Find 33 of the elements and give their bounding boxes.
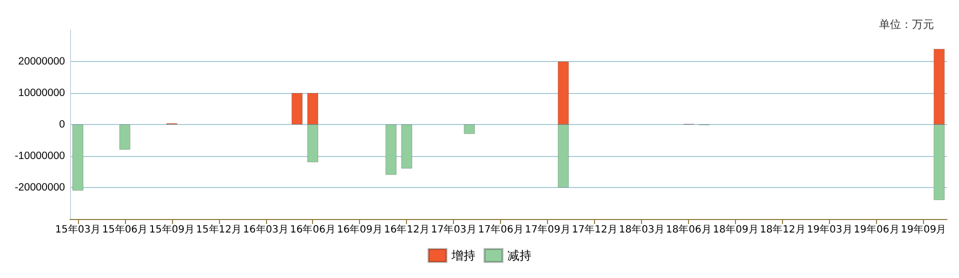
bar <box>464 124 475 134</box>
bar <box>386 124 397 175</box>
y-tick-label: 10000000 <box>18 87 66 99</box>
y-tick-label: 20000000 <box>18 56 66 68</box>
x-tick-label: 19年06月 <box>854 224 900 236</box>
x-tick-label: 16年09月 <box>336 224 382 236</box>
bar <box>72 124 84 191</box>
x-tick-label: 16年03月 <box>243 224 288 236</box>
bar <box>119 124 130 150</box>
bar <box>292 93 303 124</box>
x-tick-label: 18年06月 <box>666 224 712 236</box>
y-tick-label: -20000000 <box>14 182 66 194</box>
x-tick-label: 15年12月 <box>196 224 242 236</box>
x-tick-label: 15年09月 <box>149 224 195 236</box>
x-tick-label: 16年12月 <box>384 224 430 236</box>
x-tick-label: 15年06月 <box>102 224 148 236</box>
x-tick-label: 17年09月 <box>524 224 570 236</box>
y-tick-label: -10000000 <box>14 150 66 162</box>
legend-label: 减持 <box>508 248 532 262</box>
x-tick-label: 17年12月 <box>572 224 618 236</box>
x-tick-label: 18年03月 <box>618 224 664 236</box>
legend-label: 增持 <box>450 248 476 262</box>
x-tick-label: 18年09月 <box>712 224 758 236</box>
y-tick-label: 0 <box>59 118 66 130</box>
x-tick-label: 17年06月 <box>478 224 524 236</box>
annotation: 单位：万元 <box>879 18 934 31</box>
bar <box>401 124 412 169</box>
x-tick-label: 16年06月 <box>290 224 336 236</box>
x-tick-label: 19年09月 <box>900 224 946 236</box>
x-tick-label: 17年03月 <box>430 224 476 236</box>
x-tick-label: 18年12月 <box>760 224 806 236</box>
x-tick-label: 19年03月 <box>806 224 852 236</box>
x-tick-label: 15年03月 <box>55 224 101 236</box>
